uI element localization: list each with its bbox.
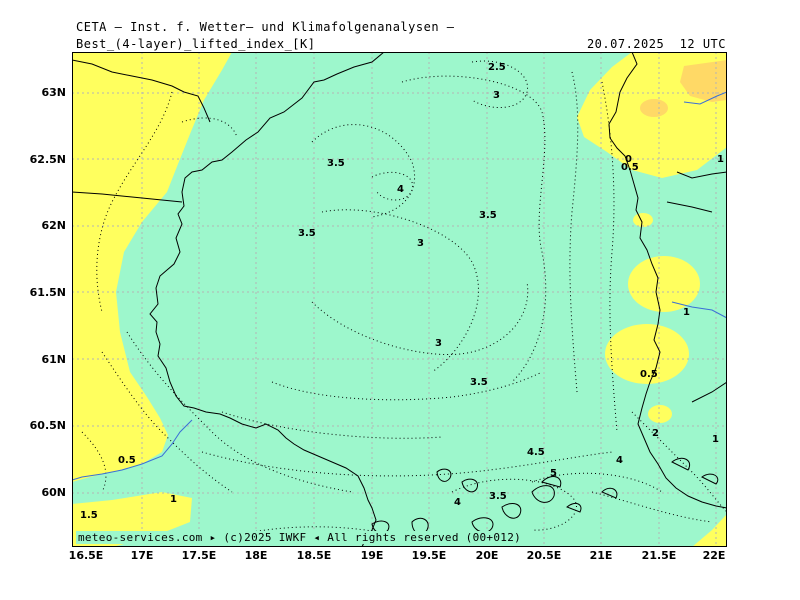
unstable-blob-1 <box>633 213 653 227</box>
contour-label: 4.5 <box>527 447 545 458</box>
longitude-label: 22E <box>702 549 726 562</box>
longitude-label: 19.5E <box>411 549 447 562</box>
longitude-label: 21E <box>589 549 613 562</box>
unstable-area-southeast <box>692 514 727 547</box>
contour-label: 1 <box>712 434 719 445</box>
latitude-label: 61.5N <box>29 286 66 299</box>
contour-label: 3.5 <box>479 210 497 221</box>
contour-label: 3 <box>417 238 424 249</box>
longitude-label: 19E <box>360 549 384 562</box>
unstable-area-northeast-core <box>680 60 727 102</box>
contour-label: 5 <box>550 468 557 479</box>
product-label: Best_(4-layer)_lifted_index_[K] <box>76 37 316 51</box>
contour-label: 3.5 <box>327 158 345 169</box>
contour-label: 3 <box>435 338 442 349</box>
longitude-label: 20E <box>475 549 499 562</box>
rivers <box>71 91 728 481</box>
contour-label: 0.5 <box>621 162 639 173</box>
contour-label: 2 <box>652 428 659 439</box>
contour-label-group: 2.5 3 3.5 4 3.5 3.5 3 3 3.5 4.5 5 4 3.5 … <box>80 62 724 521</box>
latitude-label: 63N <box>41 86 66 99</box>
contour-label: 3.5 <box>298 228 316 239</box>
longitude-label: 18E <box>244 549 268 562</box>
unstable-blob-2 <box>628 256 700 312</box>
latitude-label: 62.5N <box>29 153 66 166</box>
contour-label: 3 <box>493 90 500 101</box>
coastline <box>71 51 728 548</box>
latitude-label: 60.5N <box>29 419 66 432</box>
unstable-blob-4 <box>648 405 672 423</box>
valid-time: 20.07.2025 12 UTC <box>586 37 726 51</box>
longitude-label: 18.5E <box>296 549 332 562</box>
graticule <box>71 52 727 547</box>
latitude-label: 60N <box>41 486 66 499</box>
latitude-label: 61N <box>41 353 66 366</box>
contour-label: 0.5 <box>640 369 658 380</box>
longitude-label: 17E <box>130 549 154 562</box>
contour-label: 2.5 <box>488 62 506 73</box>
unstable-blob-3 <box>605 324 689 384</box>
lifted-index-contours <box>81 60 728 543</box>
map-panel: 2.5 3 3.5 4 3.5 3.5 3 3 3.5 4.5 5 4 3.5 … <box>71 51 728 548</box>
contour-label: 4 <box>616 455 623 466</box>
contour-label: 3.5 <box>489 491 507 502</box>
map-title: CETA — Inst. f. Wetter— und Klimafolgena… <box>76 20 455 34</box>
lifted-index-map: 2.5 3 3.5 4 3.5 3.5 3 3 3.5 4.5 5 4 3.5 … <box>71 51 728 548</box>
contour-label: 1 <box>170 494 177 505</box>
contour-label: 1 <box>683 307 690 318</box>
longitude-label: 16.5E <box>68 549 104 562</box>
contour-label: 4 <box>454 497 461 508</box>
contour-label: 0.5 <box>118 455 136 466</box>
contour-label: 1 <box>717 154 724 165</box>
contour-label: 0 <box>625 154 632 165</box>
latitude-label: 62N <box>41 219 66 232</box>
longitude-label: 17.5E <box>181 549 217 562</box>
unstable-core-small <box>640 99 668 117</box>
contour-label: 1.5 <box>80 510 98 521</box>
contour-label: 3.5 <box>470 377 488 388</box>
longitude-label: 20.5E <box>526 549 562 562</box>
copyright-footer: meteo-services.com ▸ (c)2025 IWKF ◂ All … <box>76 531 524 544</box>
longitude-label: 21.5E <box>641 549 677 562</box>
contour-label: 4 <box>397 184 404 195</box>
map-border <box>72 52 727 547</box>
